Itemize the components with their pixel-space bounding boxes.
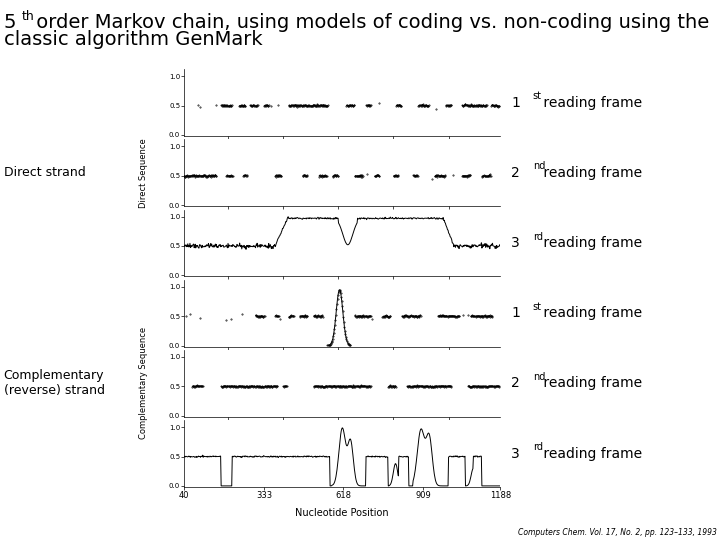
Text: 1: 1	[511, 306, 520, 320]
Text: Nucleotide Position: Nucleotide Position	[295, 508, 389, 518]
Text: th: th	[22, 10, 35, 23]
Text: 2: 2	[511, 376, 520, 390]
Text: reading frame: reading frame	[539, 306, 642, 320]
Text: rd: rd	[533, 442, 543, 452]
Text: order Markov chain, using models of coding vs. non-coding using the: order Markov chain, using models of codi…	[30, 14, 709, 32]
Text: st: st	[533, 91, 541, 101]
Text: reading frame: reading frame	[539, 447, 642, 461]
Text: classic algorithm GenMark: classic algorithm GenMark	[4, 30, 262, 49]
Text: 1: 1	[511, 96, 520, 110]
Text: nd: nd	[533, 372, 545, 382]
Text: nd: nd	[533, 161, 545, 171]
Text: rd: rd	[533, 232, 543, 241]
Text: reading frame: reading frame	[539, 236, 642, 250]
Text: Computers Chem. Vol. 17, No. 2, pp. 123–133, 1993: Computers Chem. Vol. 17, No. 2, pp. 123–…	[518, 528, 716, 537]
Text: Direct strand: Direct strand	[4, 166, 86, 179]
Text: 3: 3	[511, 447, 520, 461]
Text: st: st	[533, 302, 541, 312]
Text: 2: 2	[511, 166, 520, 180]
Text: reading frame: reading frame	[539, 96, 642, 110]
Text: 5: 5	[4, 14, 16, 32]
Text: reading frame: reading frame	[539, 376, 642, 390]
Text: Complementary Sequence: Complementary Sequence	[140, 327, 148, 440]
Text: Direct Sequence: Direct Sequence	[140, 138, 148, 208]
Text: 3: 3	[511, 236, 520, 250]
Text: reading frame: reading frame	[539, 166, 642, 180]
Text: Complementary
(reverse) strand: Complementary (reverse) strand	[4, 369, 104, 397]
